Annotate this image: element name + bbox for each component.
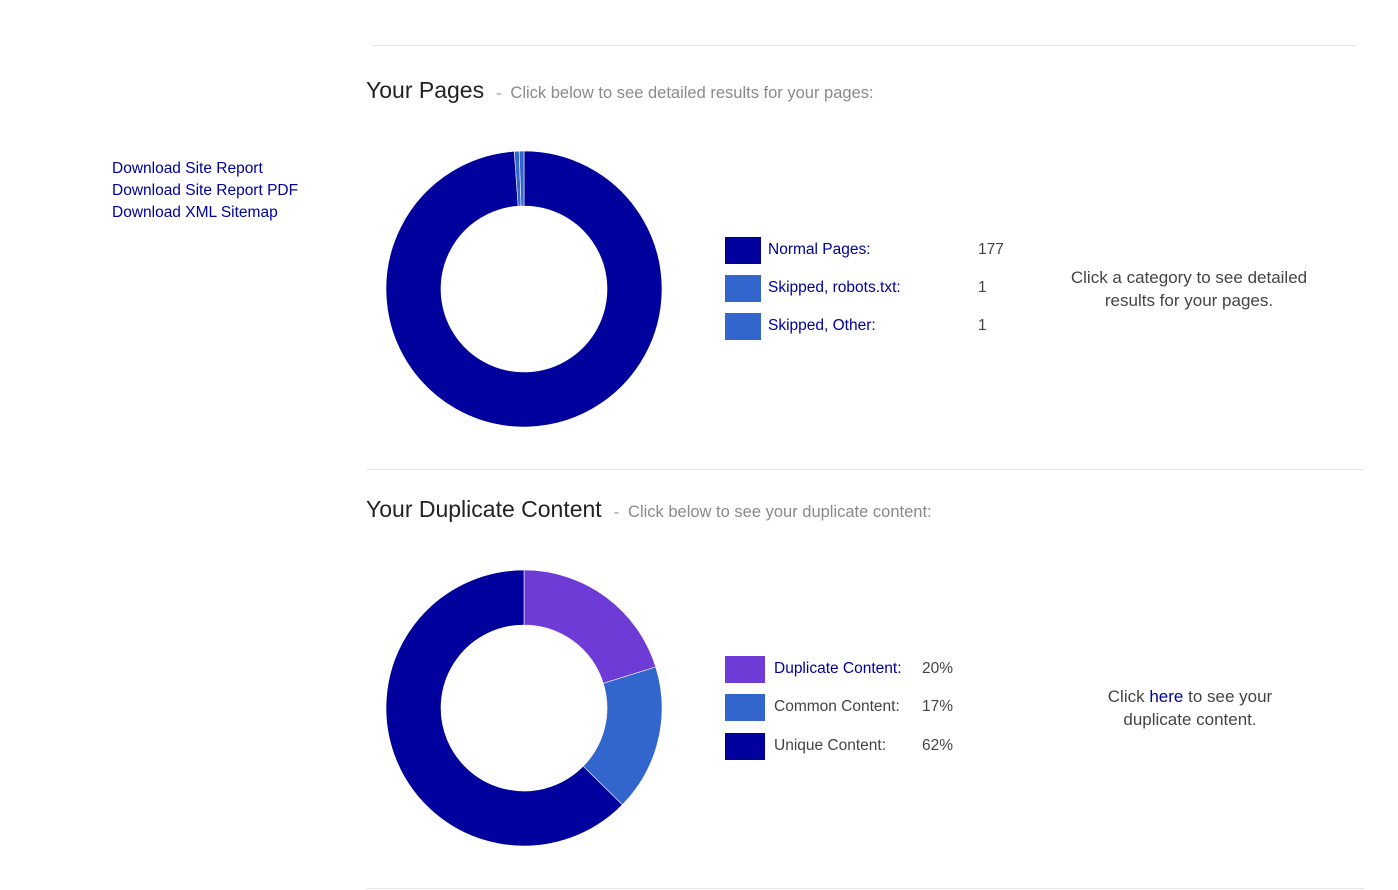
legend-label-skipped-other[interactable]: Skipped, Other: [768,317,876,334]
legend-swatch-common-content [725,694,765,721]
pages-title-separator: - [496,85,502,102]
pages-category-hint: Click a category to see detailed results… [1070,268,1308,310]
download-site-report-pdf-link[interactable]: Download Site Report PDF [112,182,299,199]
donut-slice-unique-content[interactable] [386,570,623,846]
duplicate-section-subtitle: Click below to see your duplicate conten… [628,503,932,521]
legend-value-skipped-robots: 1 [978,279,987,296]
legend-label-normal-pages[interactable]: Normal Pages: [768,241,871,258]
duplicate-hint-suffix: to see your duplicate content. [1123,687,1273,729]
duplicate-donut-chart [386,570,662,846]
legend-swatch-unique-content [725,733,765,760]
legend-label-skipped-robots[interactable]: Skipped, robots.txt: [768,279,901,296]
duplicate-content-hint: Click here to see your duplicate content… [1085,685,1295,731]
legend-value-common-content: 17% [922,698,954,715]
pages-donut-chart [386,151,662,427]
download-xml-sitemap-link[interactable]: Download XML Sitemap [112,204,278,221]
duplicate-hint-prefix: Click [1107,687,1150,706]
legend-label-duplicate-content[interactable]: Duplicate Content: [774,660,902,677]
duplicate-section-header: Your Duplicate Content - Click below to se… [366,496,932,523]
legend-swatch-normal-pages[interactable] [725,237,761,264]
duplicate-section-title: Your Duplicate Content [366,496,602,522]
legend-value-unique-content: 62% [922,737,954,754]
legend-swatch-skipped-other[interactable] [725,313,761,340]
legend-swatch-skipped-robots[interactable] [725,275,761,302]
legend-label-unique-content: Unique Content: [774,737,887,754]
pages-section-subtitle: Click below to see detailed results for … [510,84,874,102]
middle-divider [366,469,1364,470]
pages-section-title: Your Pages [366,77,485,103]
donut-slice-skipped-other[interactable] [518,151,525,207]
legend-value-skipped-other: 1 [978,317,987,334]
top-divider [372,45,1357,46]
pages-section-header: Your Pages - Click below to see detailed r… [366,77,874,104]
legend-value-normal-pages: 177 [978,241,1004,258]
legend-label-common-content: Common Content: [774,698,900,715]
donut-slice-normal-pages[interactable] [386,151,662,427]
legend-value-duplicate-content: 20% [922,660,954,677]
bottom-divider [366,888,1364,889]
donut-slice-duplicate-content[interactable] [523,570,657,684]
download-links: Download Site Report Download Site Repor… [112,158,298,224]
legend-swatch-duplicate-content[interactable] [725,656,765,683]
download-site-report-link[interactable]: Download Site Report [112,160,263,177]
duplicate-content-here-link[interactable]: here [1149,687,1184,706]
duplicate-title-separator: - [613,504,620,521]
